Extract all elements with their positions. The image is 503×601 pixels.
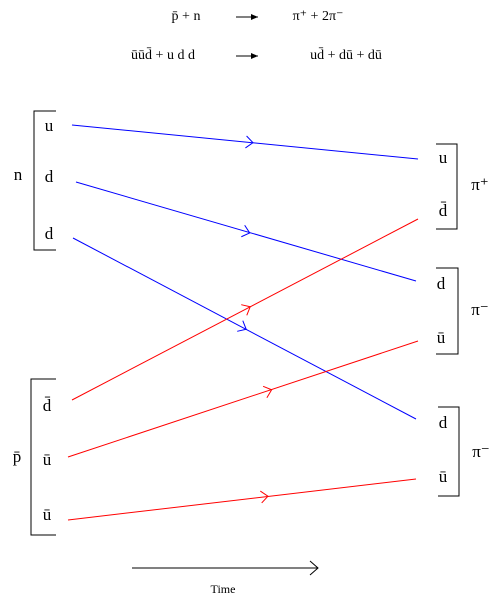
chevron	[241, 224, 251, 238]
quark: ū	[437, 328, 446, 347]
quark-lines	[67, 124, 419, 521]
time-arrowhead	[309, 560, 319, 576]
quark: d̄	[43, 396, 52, 415]
bracket	[436, 267, 459, 355]
quark: d	[45, 224, 54, 243]
quark-line	[67, 478, 417, 521]
quark: u	[45, 116, 54, 135]
chevron	[237, 320, 247, 332]
quark: ū	[439, 467, 448, 486]
hadron-label: π⁻	[472, 442, 490, 461]
eq-right: ud̄ + dū + dū	[310, 47, 382, 63]
eq-left: p̄ + n	[172, 9, 201, 24]
quark-line	[72, 237, 417, 420]
quark-line	[67, 340, 419, 458]
bracket	[30, 378, 56, 536]
quark: d	[45, 167, 54, 186]
bracket	[436, 143, 458, 230]
hadron-label: π⁺	[471, 175, 489, 194]
hadron-label: p̄	[13, 447, 22, 466]
quark-line	[71, 218, 419, 401]
chevron	[262, 385, 273, 398]
quark: ū	[43, 505, 52, 524]
quark: u	[439, 148, 448, 167]
quark: d	[439, 413, 448, 432]
chevron	[245, 135, 254, 149]
eq-left: ūūd̄ + u d d	[131, 47, 195, 63]
hadron-label: π⁻	[471, 300, 489, 319]
quark-line	[71, 124, 419, 160]
quark-line	[75, 181, 417, 282]
quark: ū	[43, 450, 52, 469]
time-label: Time	[211, 582, 236, 596]
hadron-label: n	[14, 165, 23, 184]
chevron	[260, 490, 269, 504]
bracket	[438, 406, 460, 497]
quark: d̄	[439, 201, 448, 220]
eq-right: π⁺ + 2π⁻	[293, 9, 344, 24]
bracket	[33, 110, 56, 251]
quark: d	[437, 274, 446, 293]
chevron	[241, 304, 251, 316]
